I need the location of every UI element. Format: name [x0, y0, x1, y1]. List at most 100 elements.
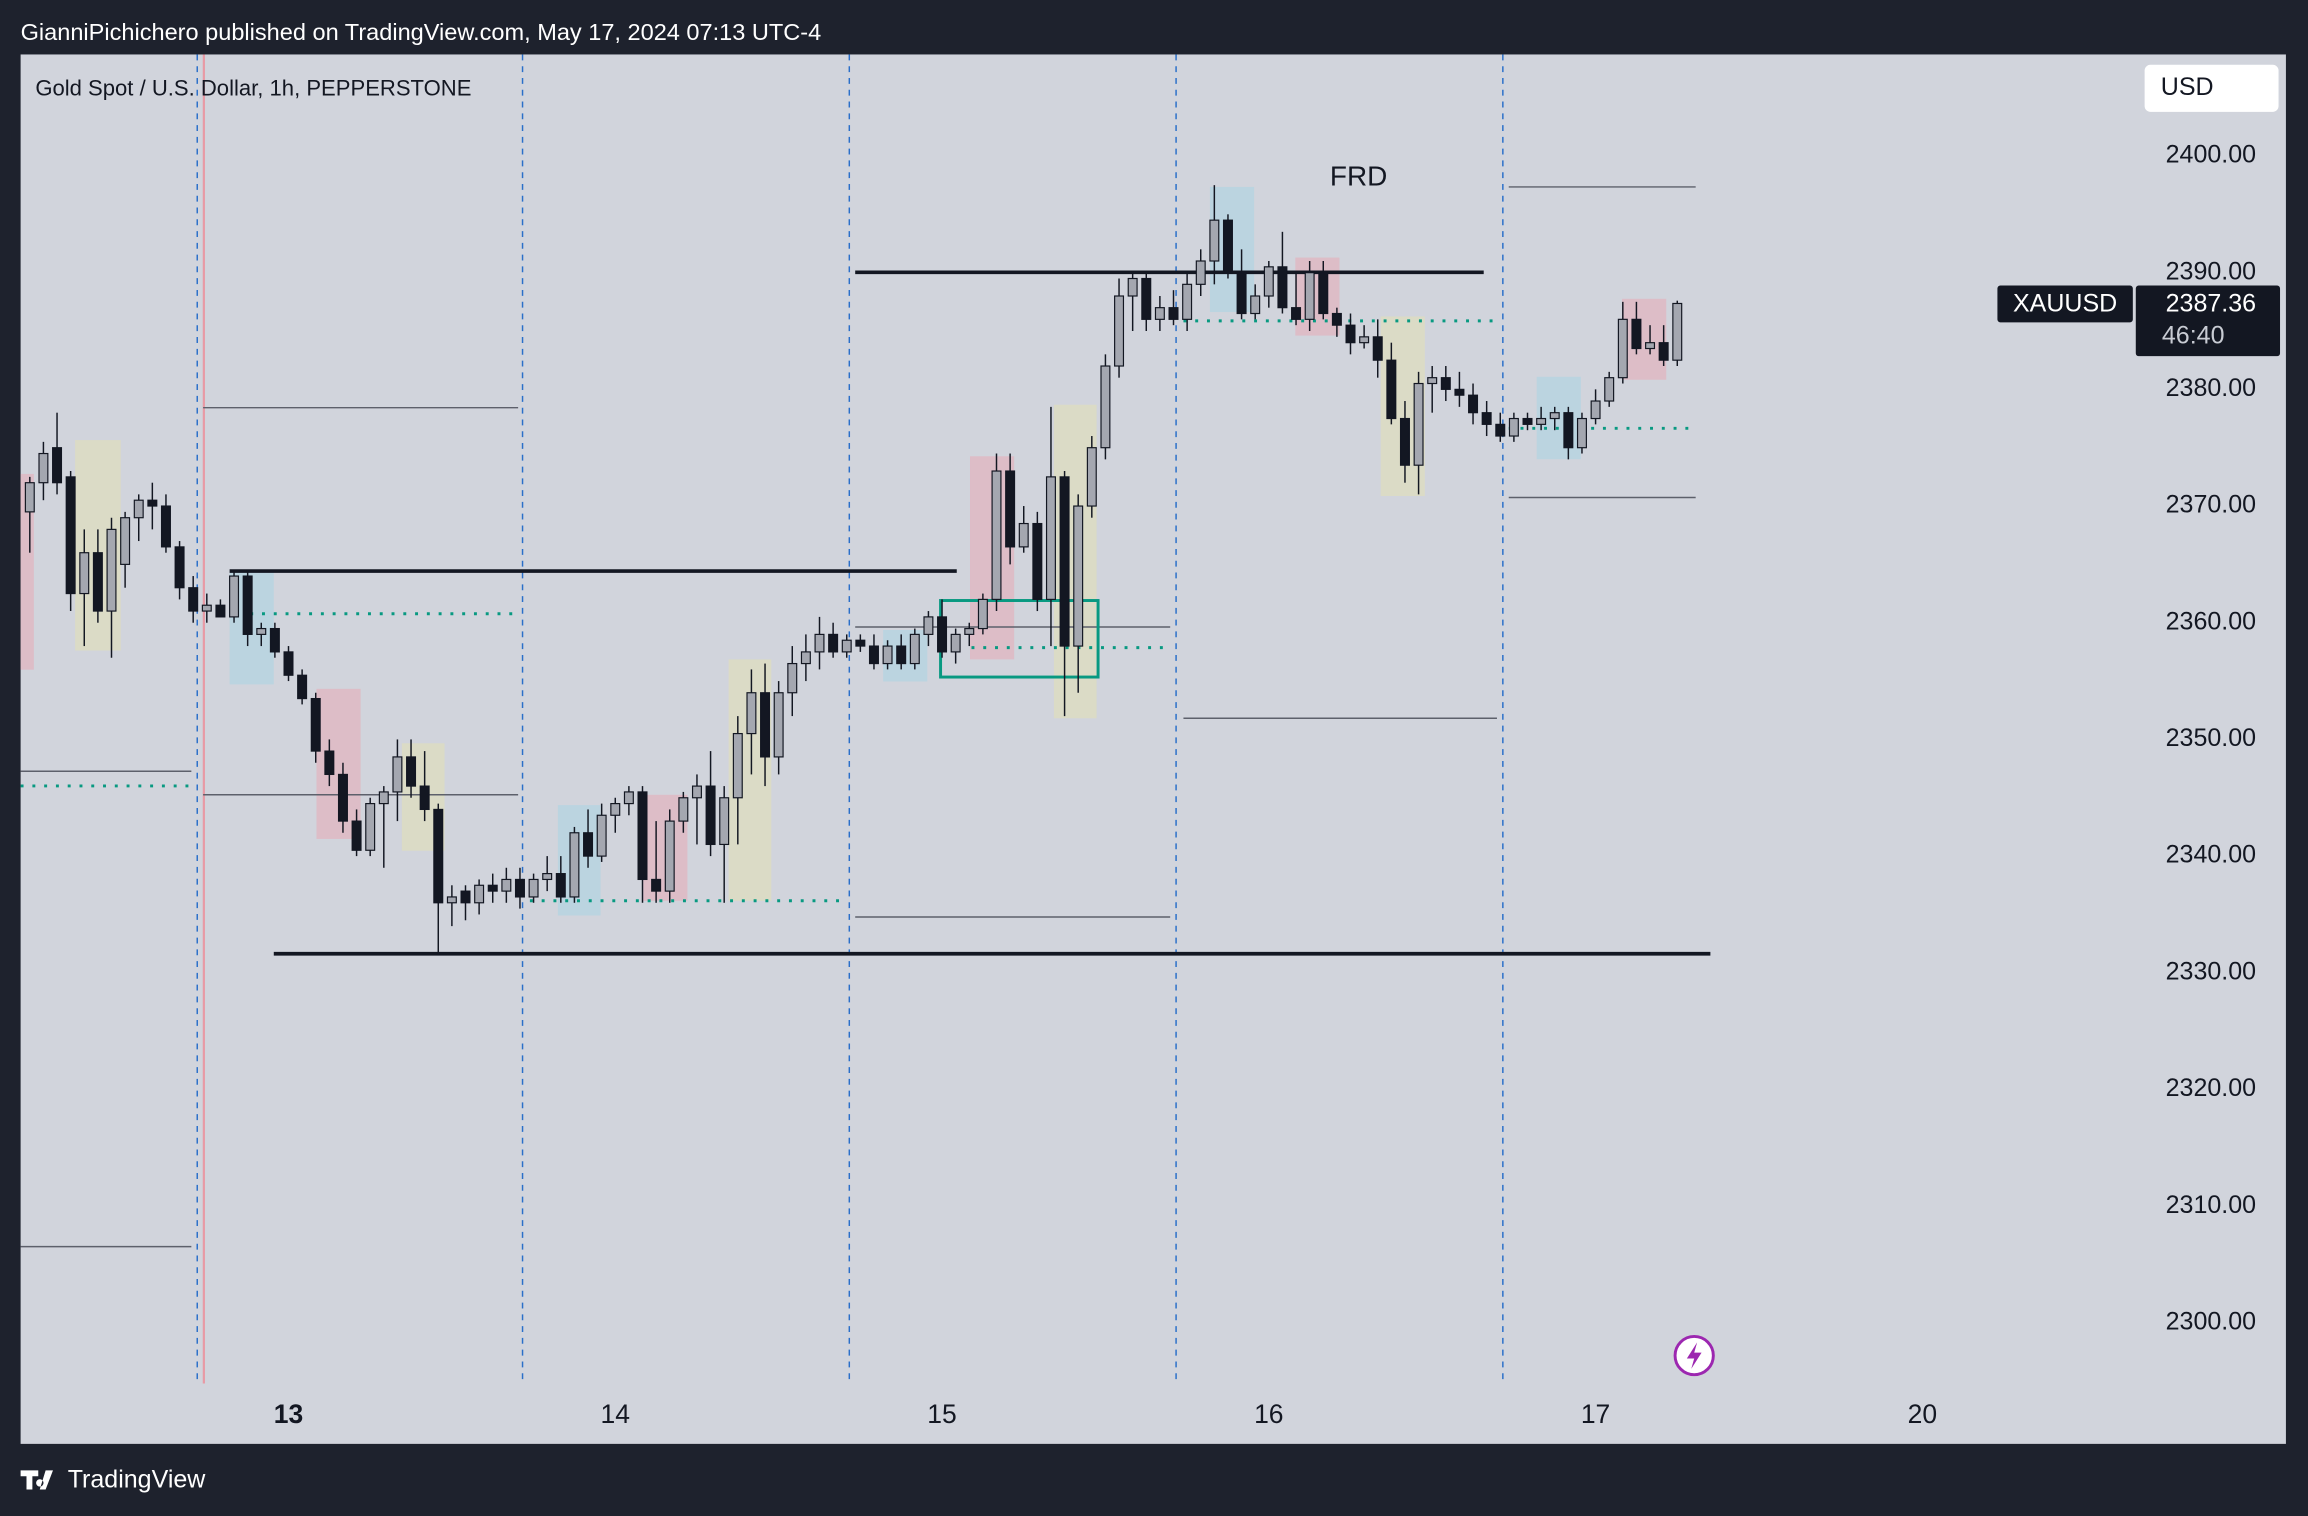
- thin-levels: [20, 186, 1696, 1248]
- candle-body: [406, 756, 417, 787]
- candle-body: [1018, 522, 1029, 548]
- candle-body: [351, 820, 362, 851]
- candle-body: [1481, 412, 1492, 425]
- alert-bolt: [1686, 1342, 1702, 1369]
- candle-body: [896, 645, 907, 665]
- candle-body: [487, 884, 498, 892]
- candle-body: [269, 627, 280, 653]
- candle-body: [1195, 260, 1206, 285]
- candle-body: [1331, 312, 1342, 326]
- candle-body: [1073, 505, 1084, 647]
- bar-countdown: 46:40: [2162, 322, 2225, 350]
- session-lines: [196, 54, 1504, 1384]
- candle-body: [1154, 307, 1165, 320]
- currency-button[interactable]: [2144, 64, 2279, 112]
- candle-body: [596, 814, 607, 857]
- candle-body: [229, 575, 240, 618]
- candle-body: [392, 756, 403, 793]
- candle-body: [1536, 417, 1547, 425]
- candle-body: [732, 732, 743, 799]
- candle-body: [310, 697, 321, 752]
- candle-body: [1645, 342, 1656, 350]
- byline: GianniPichichero published on TradingVie…: [21, 19, 822, 45]
- candle-body: [52, 447, 63, 484]
- annotation: FRD: [1330, 160, 1387, 191]
- candle-body: [1236, 272, 1247, 315]
- candle-body: [1672, 302, 1683, 361]
- candle-body: [1045, 476, 1056, 600]
- candle-body: [1427, 377, 1438, 385]
- currency-label: USD: [2161, 73, 2214, 101]
- candle-body: [1495, 423, 1506, 437]
- candle-body: [1222, 219, 1233, 274]
- candle-body: [800, 651, 811, 665]
- candle-body: [297, 674, 308, 700]
- candle-body: [1345, 324, 1356, 344]
- candle-body: [528, 878, 539, 898]
- candle-body: [1250, 295, 1261, 315]
- candle-body: [841, 639, 852, 653]
- candle-body: [773, 692, 784, 758]
- candle-body: [215, 604, 226, 618]
- candle-body: [92, 552, 103, 612]
- candle-body: [1141, 277, 1152, 320]
- candle-body: [474, 884, 485, 904]
- candle-body: [637, 791, 648, 881]
- candle-body: [106, 528, 117, 612]
- candle-body: [1209, 219, 1220, 262]
- candle-body: [174, 546, 185, 589]
- y-tick-label: 2310.00: [2166, 1191, 2256, 1219]
- x-tick-label: 20: [1908, 1399, 1937, 1429]
- candle-body: [65, 476, 76, 595]
- y-tick-label: 2300.00: [2166, 1307, 2256, 1335]
- candle-body: [882, 645, 893, 665]
- symbol-tag: [1997, 285, 2133, 323]
- candle-body: [610, 803, 621, 816]
- candles: [24, 185, 1683, 956]
- candle-body: [1291, 307, 1302, 320]
- candle-body: [433, 808, 444, 904]
- candle-body: [1359, 336, 1370, 344]
- candle-body: [1168, 307, 1179, 320]
- y-tick-label: 2400.00: [2166, 141, 2256, 169]
- candle-body: [855, 639, 866, 647]
- candle-body: [1468, 394, 1479, 414]
- candle-body: [977, 598, 988, 630]
- candle-body: [201, 604, 212, 612]
- y-tick-label: 2340.00: [2166, 841, 2256, 869]
- candle-body: [1182, 283, 1193, 320]
- candle-body: [555, 873, 566, 898]
- last-price: 2387.36: [2166, 289, 2256, 317]
- candle-body: [378, 791, 389, 805]
- candle-body: [1563, 412, 1574, 449]
- y-tick-label: 2350.00: [2166, 724, 2256, 752]
- candle-body: [514, 878, 525, 898]
- candle-body: [1277, 266, 1288, 309]
- candle-body: [365, 803, 376, 851]
- chart-title: Gold Spot / U.S. Dollar, 1h, PEPPERSTONE: [35, 76, 471, 101]
- candle-body: [950, 633, 961, 653]
- candle-body: [501, 878, 512, 892]
- candle-body: [760, 692, 771, 758]
- candle-body: [188, 587, 199, 612]
- x-tick-label: 16: [1254, 1399, 1283, 1429]
- candle-body: [828, 633, 839, 653]
- candle-body: [1440, 377, 1451, 390]
- price-tag: [2135, 285, 2281, 357]
- candle-body: [719, 797, 730, 846]
- candle-body: [1454, 388, 1465, 396]
- zone: [1622, 298, 1667, 380]
- y-tick-label: 2370.00: [2166, 491, 2256, 519]
- candle-body: [1086, 447, 1097, 507]
- candle-body: [937, 616, 948, 653]
- candle-body: [1631, 318, 1642, 350]
- candle-body: [242, 575, 253, 635]
- candle-body: [324, 750, 335, 776]
- candle-body: [79, 552, 90, 595]
- y-tick-label: 2360.00: [2166, 607, 2256, 635]
- candle-body: [787, 662, 798, 694]
- brand-logo: [20, 1470, 53, 1490]
- candle-body: [256, 627, 267, 635]
- candle-body: [991, 470, 1002, 600]
